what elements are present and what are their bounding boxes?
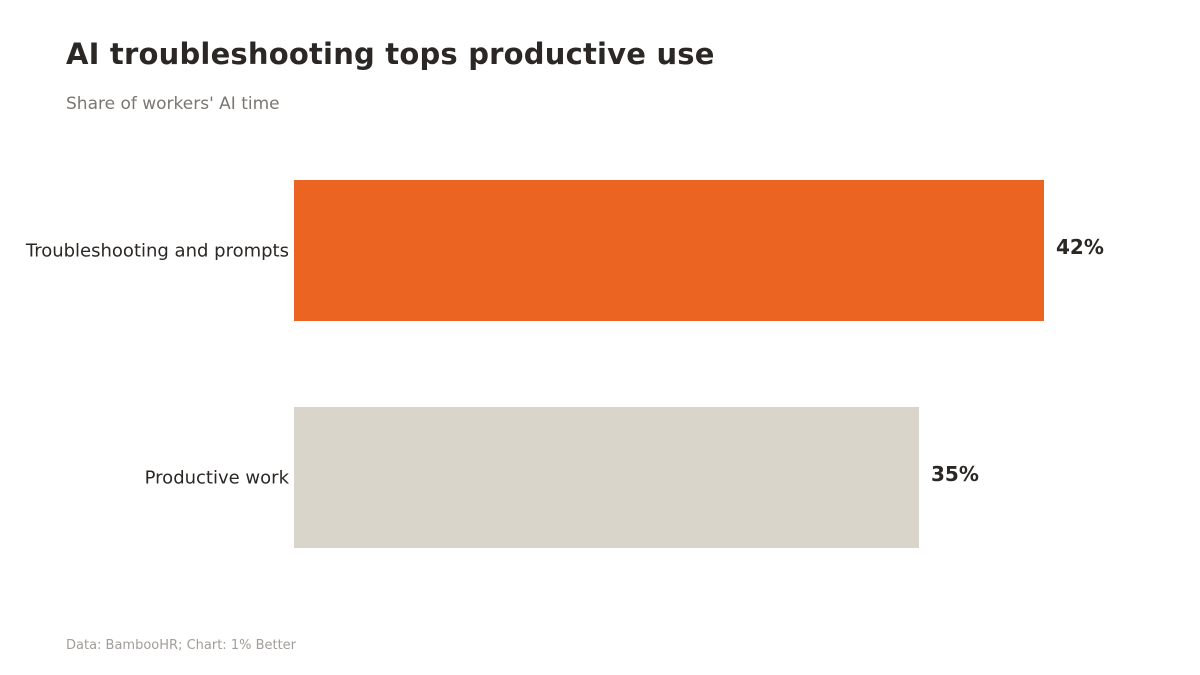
category-label-1: Troubleshooting and prompts bbox=[25, 241, 289, 262]
source-note: Data: BambooHR; Chart: 1% Better bbox=[66, 638, 297, 653]
category-label-2: Productive work bbox=[145, 468, 290, 489]
bar-1 bbox=[294, 180, 1044, 321]
value-label-2: 35% bbox=[931, 462, 979, 486]
chart-title: AI troubleshooting tops productive use bbox=[66, 37, 715, 71]
chart-subtitle: Share of workers' AI time bbox=[66, 94, 280, 114]
bar-2 bbox=[294, 407, 919, 548]
value-label-1: 42% bbox=[1056, 235, 1104, 259]
